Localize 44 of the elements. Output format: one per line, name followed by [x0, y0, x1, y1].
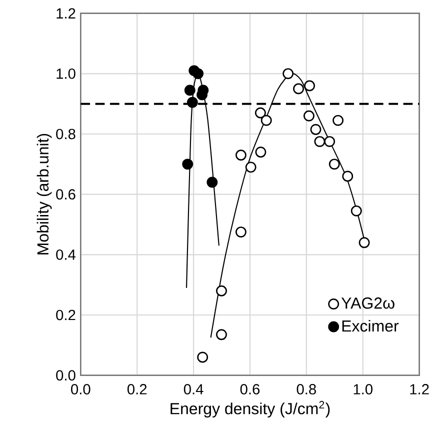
y-axis-title: Mobility (arb.unit) — [36, 134, 52, 254]
point — [254, 107, 266, 118]
x-tick-label: 0.0 — [71, 384, 90, 394]
y-tick-label: 1.0 — [56, 68, 76, 79]
point — [350, 205, 362, 216]
point — [324, 136, 336, 148]
y-tick-label: 1.2 — [56, 8, 76, 18]
y-tick-label: 0.0 — [56, 370, 76, 381]
point — [342, 170, 354, 182]
legend-label: Excimer — [342, 320, 399, 332]
legend-label: YAG2ω — [341, 297, 394, 309]
point — [186, 96, 198, 108]
x-tick-label: 0.6 — [240, 384, 260, 394]
x-tick-label: 0.2 — [127, 384, 147, 394]
point — [182, 158, 194, 170]
point — [293, 83, 304, 94]
point — [328, 158, 340, 170]
x-axis-title: Energy density (J/cm$^{2}$) — [170, 400, 330, 418]
point — [206, 176, 218, 188]
point — [332, 114, 344, 126]
point — [314, 136, 326, 148]
point — [216, 329, 227, 340]
point — [304, 110, 314, 122]
point — [216, 285, 227, 296]
point — [282, 68, 294, 80]
point — [304, 80, 316, 92]
point — [236, 150, 246, 161]
point — [184, 84, 196, 96]
y-tick-label: 0.2 — [56, 310, 76, 320]
y-tick-label: 0.8 — [56, 128, 76, 140]
point — [358, 237, 370, 248]
x-tick-label: 0.8 — [296, 384, 316, 394]
point — [236, 226, 246, 238]
point — [310, 124, 322, 135]
point — [255, 146, 266, 158]
point — [192, 68, 204, 80]
y-tick-label: 0.6 — [56, 189, 76, 200]
y-tick-label: 0.4 — [56, 249, 76, 260]
x-tick-label: 1.0 — [354, 384, 372, 394]
point — [197, 352, 208, 363]
point — [245, 162, 256, 173]
x-tick-label: 1.2 — [410, 384, 429, 394]
x-tick-label: 0.4 — [184, 384, 204, 394]
point — [260, 114, 272, 126]
